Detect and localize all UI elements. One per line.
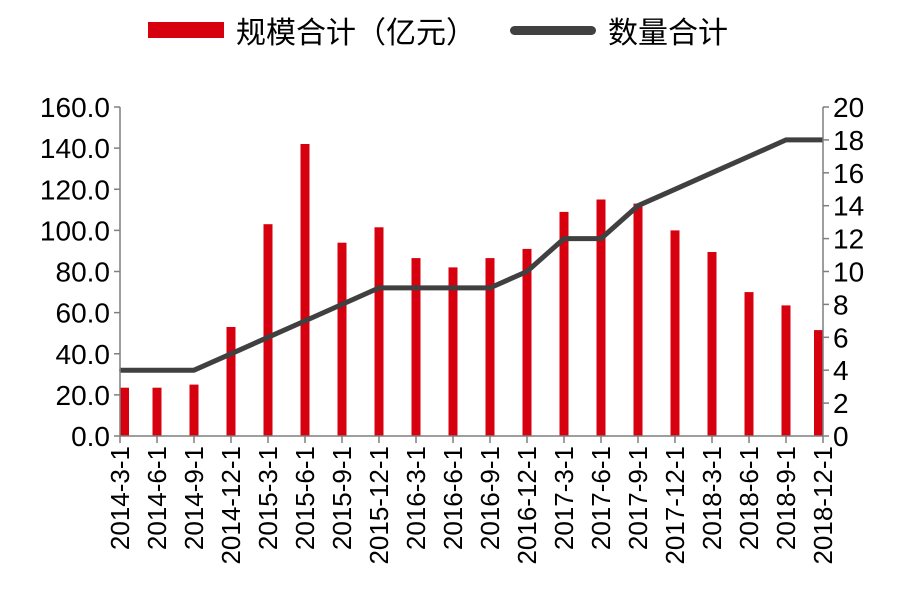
x-tick-label: 2016-3-1 bbox=[401, 446, 431, 550]
y-left-tick-label: 0.0 bbox=[71, 421, 110, 452]
y-right-tick-label: 8 bbox=[833, 289, 849, 320]
legend-label-scale: 规模合计（亿元） bbox=[236, 16, 476, 51]
line-point-14 bbox=[600, 237, 602, 240]
line-point-11 bbox=[489, 286, 491, 289]
legend: 规模合计（亿元） 数量合计 bbox=[148, 8, 728, 52]
bar-1 bbox=[120, 387, 129, 436]
bar-18 bbox=[744, 292, 754, 436]
bar-17 bbox=[707, 252, 717, 436]
y-left-tick-label: 80.0 bbox=[56, 257, 111, 288]
x-tick-label: 2018-6-1 bbox=[734, 446, 764, 550]
y-right-tick-label: 16 bbox=[833, 158, 864, 189]
y-right-tick-label: 4 bbox=[833, 355, 849, 386]
y-right-tick-label: 18 bbox=[833, 125, 864, 156]
legend-item-scale: 规模合计（亿元） bbox=[148, 8, 476, 52]
bar-2 bbox=[152, 387, 162, 436]
legend-item-count: 数量合计 bbox=[510, 8, 728, 52]
x-tick-label: 2014-12-1 bbox=[216, 446, 246, 565]
x-tick-label: 2018-3-1 bbox=[697, 446, 727, 550]
line-point-19 bbox=[785, 138, 787, 141]
x-tick-label: 2016-12-1 bbox=[512, 446, 542, 565]
y-left-tick-label: 20.0 bbox=[56, 380, 111, 411]
x-tick-label: 2017-6-1 bbox=[586, 446, 616, 550]
line-point-5 bbox=[267, 336, 269, 339]
line-point-10 bbox=[452, 286, 454, 289]
y-right-tick-label: 0 bbox=[833, 421, 849, 452]
bar-10 bbox=[448, 267, 458, 436]
line-point-13 bbox=[563, 237, 565, 240]
bar-3 bbox=[189, 384, 199, 436]
line-point-7 bbox=[341, 303, 343, 306]
bar-9 bbox=[411, 258, 421, 436]
x-tick-label: 2015-12-1 bbox=[364, 446, 394, 565]
legend-swatch-line bbox=[510, 25, 596, 35]
bar-5 bbox=[263, 224, 273, 436]
x-tick-label: 2018-12-1 bbox=[808, 446, 838, 565]
line-point-17 bbox=[711, 171, 713, 174]
bar-16 bbox=[670, 230, 680, 436]
y-left-tick-label: 100.0 bbox=[40, 215, 110, 246]
line-point-2 bbox=[156, 369, 158, 372]
legend-label-count: 数量合计 bbox=[608, 16, 728, 51]
line-point-6 bbox=[304, 319, 306, 322]
bar-13 bbox=[559, 211, 569, 436]
bar-6 bbox=[300, 144, 310, 436]
y-right-tick-label: 14 bbox=[833, 191, 864, 222]
line-point-3 bbox=[193, 369, 195, 372]
y-left-tick-label: 140.0 bbox=[40, 133, 110, 164]
bar-8 bbox=[374, 227, 384, 436]
x-tick-label: 2015-9-1 bbox=[327, 446, 357, 550]
x-tick-label: 2015-3-1 bbox=[253, 446, 283, 550]
y-left-tick-label: 120.0 bbox=[40, 174, 110, 205]
y-right-tick-label: 12 bbox=[833, 224, 864, 255]
x-tick-label: 2014-6-1 bbox=[142, 446, 172, 550]
line-point-12 bbox=[526, 270, 528, 273]
y-left-tick-label: 40.0 bbox=[56, 339, 111, 370]
y-right-tick-label: 10 bbox=[833, 257, 864, 288]
line-point-16 bbox=[674, 188, 676, 191]
x-tick-label: 2014-9-1 bbox=[179, 446, 209, 550]
bar-11 bbox=[485, 258, 495, 436]
x-tick-label: 2018-9-1 bbox=[771, 446, 801, 550]
y-left-tick-label: 160.0 bbox=[40, 92, 110, 123]
line-series-count bbox=[120, 137, 823, 373]
bar-14 bbox=[596, 199, 606, 436]
x-tick-label: 2017-12-1 bbox=[660, 446, 690, 565]
bar-7 bbox=[337, 242, 347, 436]
y-right-tick-label: 2 bbox=[833, 388, 849, 419]
line-point-4 bbox=[230, 352, 232, 355]
line-point-18 bbox=[748, 155, 750, 158]
x-tick-label: 2017-3-1 bbox=[549, 446, 579, 550]
y-left-tick-label: 60.0 bbox=[56, 298, 111, 329]
y-right-tick-label: 6 bbox=[833, 322, 849, 353]
x-tick-label: 2017-9-1 bbox=[623, 446, 653, 550]
legend-swatch-bar bbox=[148, 22, 224, 38]
line-point-8 bbox=[378, 286, 380, 289]
line-point-15 bbox=[637, 204, 639, 207]
bar-15 bbox=[633, 203, 643, 436]
x-tick-label: 2016-9-1 bbox=[475, 446, 505, 550]
y-right-tick-label: 20 bbox=[833, 92, 864, 123]
bar-19 bbox=[781, 305, 791, 436]
bar-4 bbox=[226, 327, 236, 436]
x-tick-label: 2015-6-1 bbox=[290, 446, 320, 550]
line-point-9 bbox=[415, 286, 417, 289]
x-tick-label: 2016-6-1 bbox=[438, 446, 468, 550]
bar-12 bbox=[522, 248, 532, 436]
x-tick-label: 2014-3-1 bbox=[105, 446, 135, 550]
bar-20 bbox=[814, 330, 823, 436]
